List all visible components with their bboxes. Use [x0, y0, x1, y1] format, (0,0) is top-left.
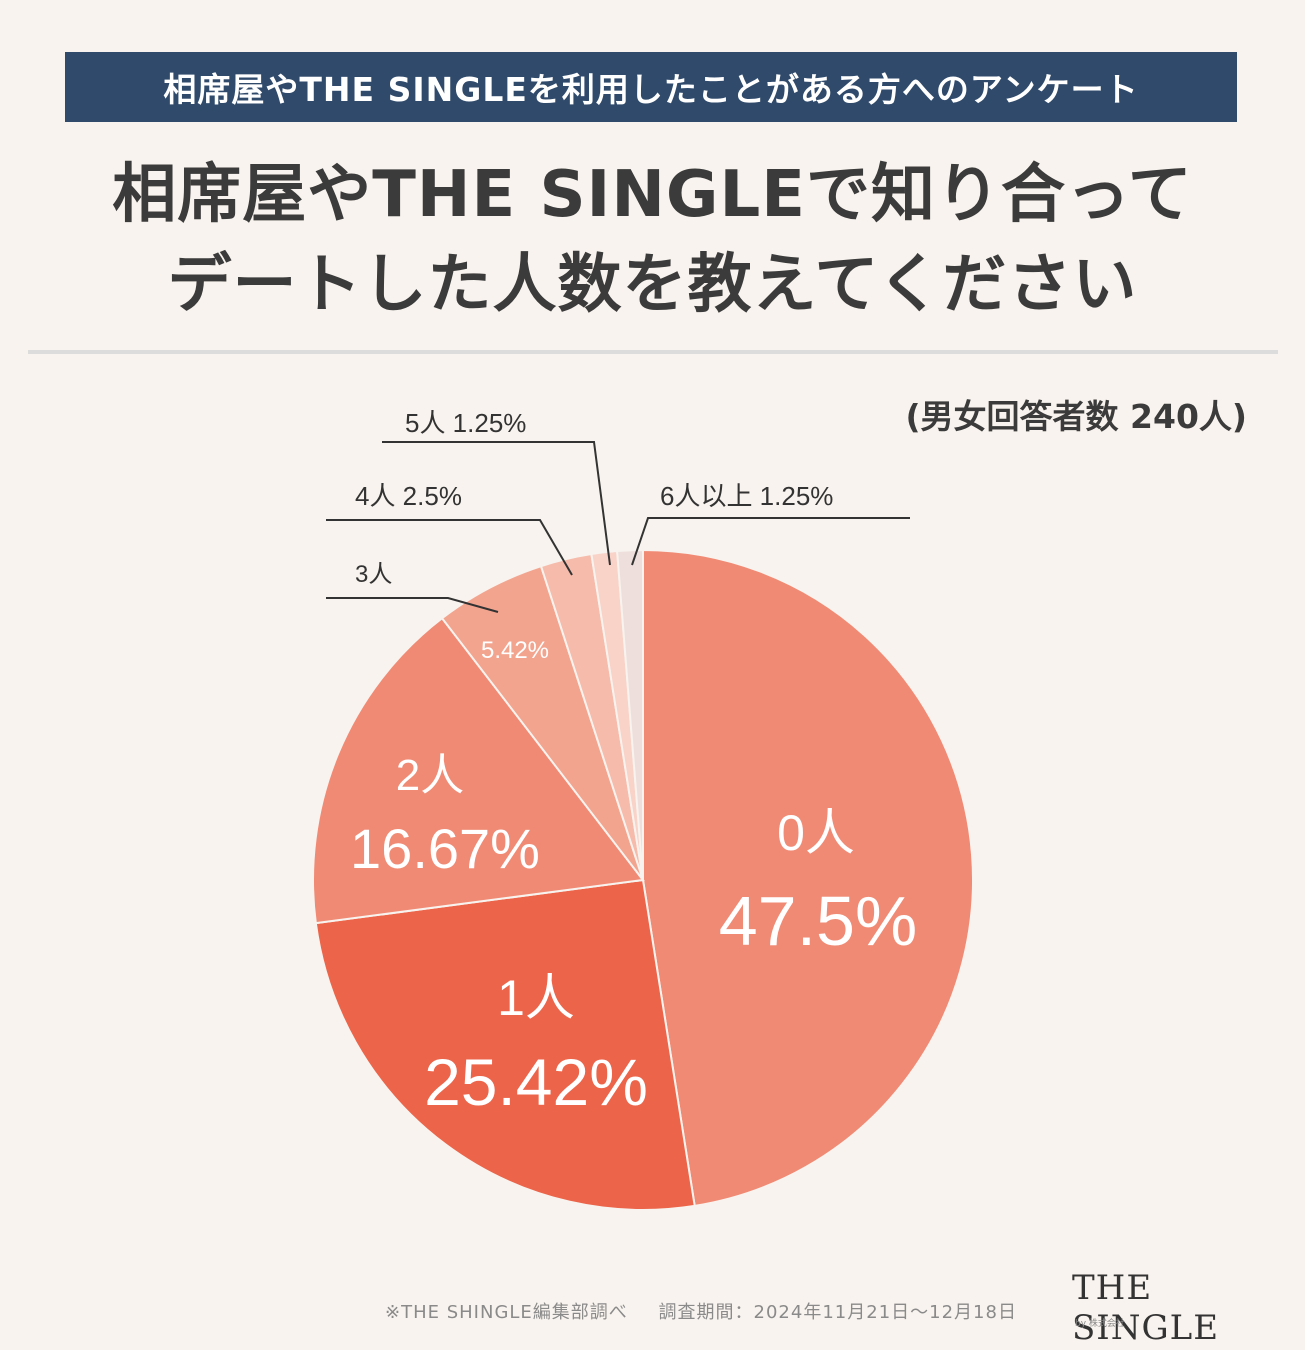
slice-label-2: 2人 [396, 751, 464, 800]
slice-label-1: 1人 [497, 970, 575, 1026]
brand-logo-sub: by 株式会社 [1075, 1319, 1125, 1329]
leader-line-4 [326, 519, 573, 576]
slice-label-0: 0人 [777, 805, 855, 861]
page-title: 相席屋やTHE SINGLEで知り合って デートした人数を教えてください [0, 150, 1305, 330]
respondent-count: (男女回答者数 240人) [905, 397, 1247, 436]
leader-line-6 [631, 517, 910, 566]
leader-line-5 [382, 441, 611, 566]
pie-slice-0 [642, 548, 974, 1208]
leader-line-3 [326, 597, 499, 613]
survey-banner: 相席屋やTHE SINGLEを利用したことがある方へのアンケート [65, 52, 1237, 122]
slice-label-3: 3人 [355, 561, 392, 588]
slice-label-6: 6人以上 1.25% [660, 481, 833, 511]
slice-value-1: 25.42% [424, 1045, 648, 1119]
pie-slice-1 [314, 878, 696, 1211]
footer-source: ※THE SHINGLE編集部調べ [385, 1302, 628, 1323]
title-line-2: デートした人数を教えてください [167, 248, 1138, 322]
title-line-1: 相席屋やTHE SINGLEで知り合って [112, 158, 1193, 232]
slice-value-2: 16.67% [350, 817, 540, 880]
footer-note: ※THE SHINGLE編集部調べ 調査期間：2024年11月21日～12月18… [385, 1298, 1041, 1324]
slice-label-4: 4人 2.5% [355, 481, 462, 511]
slice-value-0: 47.5% [719, 882, 917, 960]
pie-slice-6 [616, 548, 644, 881]
footer-period: 調査期間：2024年11月21日～12月18日 [658, 1302, 1017, 1323]
slice-label-5: 5人 1.25% [405, 408, 526, 438]
divider [28, 350, 1278, 354]
pie-slice-2 [312, 616, 645, 925]
brand-logo: THE SINGLE [1072, 1268, 1220, 1348]
slice-value-3: 5.42% [481, 637, 549, 664]
